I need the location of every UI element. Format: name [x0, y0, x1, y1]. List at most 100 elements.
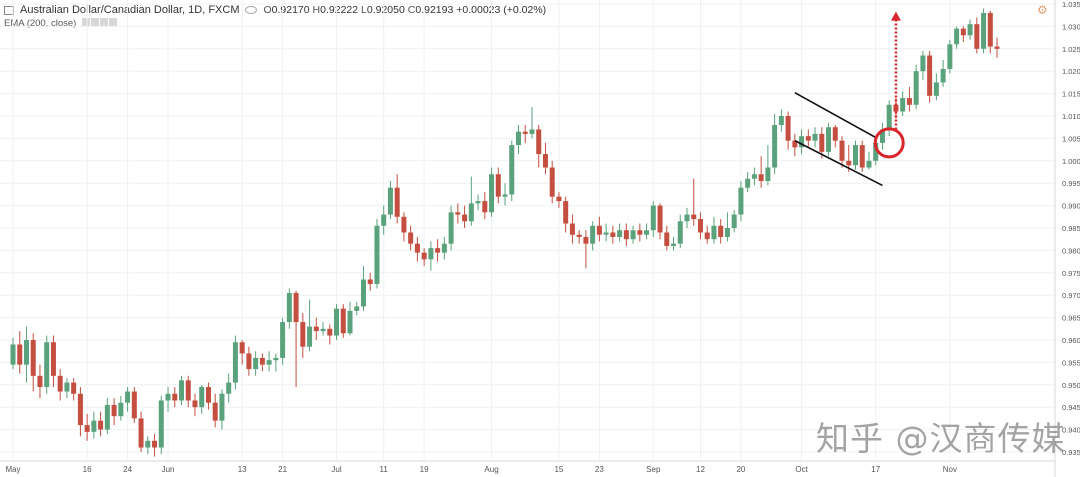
candle	[219, 389, 225, 430]
gear-icon[interactable]: ⚙	[1037, 3, 1048, 17]
candle	[401, 212, 407, 242]
candle-body	[664, 232, 670, 246]
open-label: O	[263, 4, 272, 16]
close-icon[interactable]	[100, 18, 109, 26]
candle	[940, 60, 946, 87]
candle	[913, 64, 919, 110]
y-tick-label: 1.03500	[1062, 0, 1080, 9]
candle-body	[340, 308, 346, 334]
candle-body	[657, 205, 663, 233]
candle	[637, 223, 643, 242]
candle-body	[23, 340, 29, 365]
eye-icon[interactable]	[82, 18, 91, 26]
x-axis: May 16 24 Jun 13 21 Jul 11 19 Aug 15 23 Sep 12 20 Oct 17…	[5, 465, 957, 474]
candle	[232, 335, 238, 390]
candle	[360, 266, 366, 311]
candle	[987, 10, 993, 54]
indicator-legend[interactable]: EMA (200, close)	[4, 18, 118, 29]
x-tick-label: 21	[278, 465, 287, 474]
candle-body	[590, 225, 596, 244]
candle-body	[542, 154, 548, 168]
candle-body	[799, 136, 805, 148]
candle	[981, 8, 987, 54]
candle-body	[563, 201, 569, 224]
candle	[428, 241, 434, 271]
candle	[610, 225, 616, 244]
candle	[549, 160, 555, 204]
candle	[441, 236, 447, 260]
grid	[0, 0, 1055, 461]
x-tick-label: 17	[871, 465, 880, 474]
candle	[718, 219, 724, 244]
candle-body	[239, 342, 245, 354]
candle-body	[927, 55, 933, 96]
candle-body	[172, 393, 178, 401]
candle	[111, 398, 117, 426]
candle-body	[300, 322, 306, 347]
candle	[286, 288, 292, 329]
x-tick-label: Aug	[484, 465, 498, 474]
candle-body	[165, 393, 171, 401]
eye-icon[interactable]	[245, 6, 258, 14]
candle-body	[832, 127, 838, 141]
candle-body	[313, 326, 319, 332]
candle-body	[448, 212, 454, 244]
x-tick-label: 16	[83, 465, 92, 474]
candle-body	[684, 214, 690, 222]
candle	[765, 145, 771, 186]
candle-body	[873, 142, 879, 161]
candle-body	[381, 214, 387, 226]
symbol-title: Australian Dollar/Canadian Dollar, 1D, F…	[20, 4, 240, 16]
candle	[724, 212, 730, 242]
candle-body	[273, 357, 279, 361]
candle-body	[691, 214, 697, 220]
candle-body	[987, 12, 993, 47]
candle	[900, 91, 906, 116]
candle	[812, 127, 818, 148]
candle-body	[414, 243, 420, 253]
breakout-circle	[873, 127, 905, 159]
candle	[482, 192, 488, 220]
y-tick-label: 0.97500	[1062, 269, 1080, 278]
candle	[17, 331, 23, 374]
y-tick-label: 1.01000	[1062, 112, 1080, 121]
candle-body	[529, 129, 535, 134]
watermark: 知乎 @汉商传媒	[816, 419, 1066, 458]
candle-body	[751, 174, 757, 179]
candle	[199, 384, 205, 414]
more-icon[interactable]	[109, 18, 118, 26]
candle	[165, 387, 171, 412]
candle-body	[259, 357, 265, 365]
candle-body	[435, 248, 441, 253]
candle-body	[644, 230, 650, 235]
candle-body	[205, 387, 211, 403]
candle	[826, 122, 832, 157]
change-value: +0.00023 (+0.02%)	[456, 4, 547, 16]
indicator-title: EMA (200, close)	[4, 18, 77, 29]
candle	[266, 351, 272, 372]
candle	[569, 214, 575, 244]
candle	[259, 353, 265, 372]
candle	[994, 37, 1000, 58]
candle	[954, 26, 960, 49]
candle-body	[859, 145, 865, 168]
x-tick-label: 15	[554, 465, 563, 474]
indicator-tools[interactable]	[82, 18, 118, 29]
x-tick-label: May	[5, 465, 20, 474]
candle-body	[468, 203, 474, 222]
candle-body	[158, 400, 164, 448]
candle	[623, 223, 629, 246]
symbol-legend[interactable]: Australian Dollar/Canadian Dollar, 1D, F…	[4, 4, 546, 16]
candle-body	[118, 402, 124, 417]
annotations	[794, 11, 905, 187]
close-value: 0.92193	[415, 4, 454, 16]
candle-body	[960, 28, 966, 36]
candle-body	[610, 232, 616, 237]
candle	[974, 17, 980, 54]
y-tick-label: 0.97000	[1062, 291, 1080, 300]
candle-body	[77, 393, 83, 426]
candle	[138, 411, 144, 452]
candle	[617, 223, 623, 242]
settings-icon[interactable]	[91, 18, 100, 26]
candle-body	[758, 174, 764, 181]
